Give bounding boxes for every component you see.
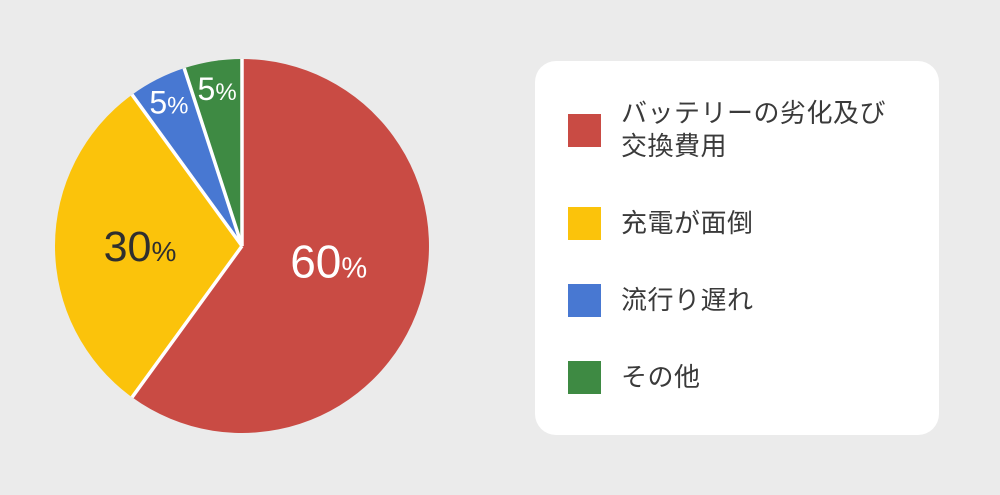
pie-chart: 60% 30% 5% 5%: [54, 59, 429, 433]
legend-swatch-yellow: [568, 207, 601, 240]
pie-slice-0: [132, 59, 429, 433]
legend-swatch-blue: [568, 284, 601, 317]
legend-card: バッテリーの劣化及び交換費用 充電が面倒 流行り遅れ その他: [535, 61, 939, 435]
legend-label: バッテリーの劣化及び交換費用: [621, 98, 887, 161]
legend-item-charging: 充電が面倒: [568, 207, 911, 240]
pie-slice-1: [54, 94, 242, 398]
legend-label: 充電が面倒: [621, 208, 754, 238]
slice-separator: [130, 244, 244, 399]
legend-swatch-red: [568, 113, 601, 147]
pie-slice-2: [132, 68, 242, 247]
legend-swatch-green: [568, 361, 601, 394]
legend-item-outdated: 流行り遅れ: [568, 284, 911, 317]
legend-item-other: その他: [568, 361, 911, 394]
legend-item-battery: バッテリーの劣化及び交換費用: [568, 97, 911, 163]
slice-label-1: 30%: [104, 223, 177, 271]
slice-label-0: 60%: [290, 235, 367, 287]
legend-label: その他: [621, 362, 701, 392]
slice-separator: [130, 93, 244, 248]
slice-label-2: 5%: [149, 85, 188, 121]
slice-separator: [182, 67, 244, 247]
slice-label-3: 5%: [198, 71, 237, 107]
legend-label: 流行り遅れ: [621, 285, 754, 315]
